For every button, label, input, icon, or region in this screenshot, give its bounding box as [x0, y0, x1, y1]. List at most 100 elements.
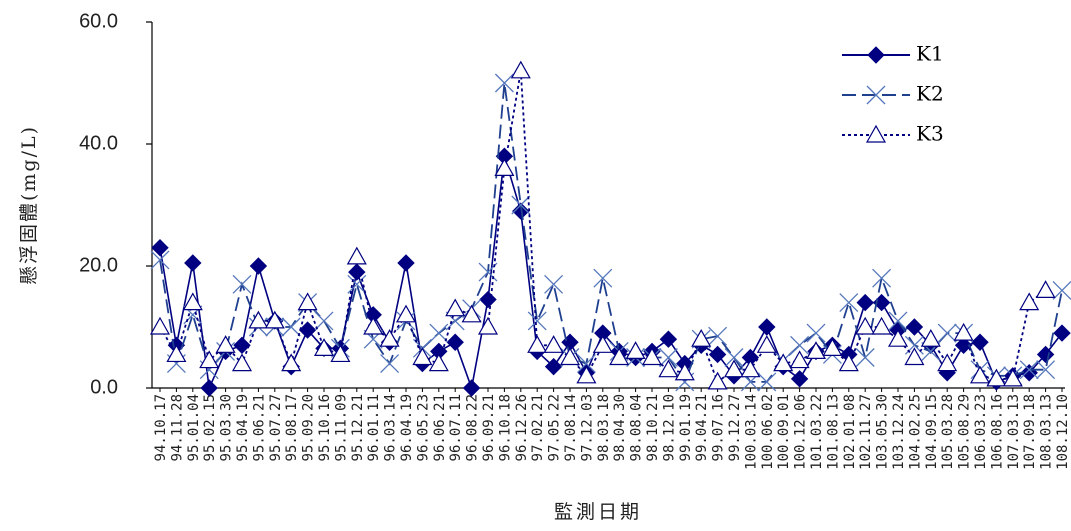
data-point-k3: [691, 328, 712, 347]
x-tick-label: 96.05.23: [415, 394, 431, 461]
data-point-k1: [1053, 324, 1071, 342]
data-point-k3: [658, 359, 679, 378]
y-tick-label: 60.0: [79, 10, 118, 32]
data-point-k3: [969, 365, 991, 384]
x-tick-label: 95.11.09: [333, 394, 349, 461]
data-point-k2: [314, 311, 334, 331]
x-tick-label: 99.01.19: [678, 394, 694, 461]
y-tick-label: 20.0: [79, 254, 118, 276]
x-tick-label: 99.12.27: [727, 394, 743, 461]
x-tick-label: 102.01.08: [842, 394, 858, 470]
data-point-k2: [1019, 360, 1039, 380]
data-point-k3: [379, 328, 400, 347]
x-tick-label: 95.10.16: [317, 394, 333, 461]
data-point-k3: [674, 362, 695, 381]
data-point-k1: [200, 379, 218, 397]
x-tick-label: 105.08.29: [957, 394, 973, 470]
x-tick-label: 96.01.11: [366, 394, 382, 461]
data-point-k1: [184, 254, 202, 272]
data-point-k2: [888, 311, 908, 331]
data-point-k1: [659, 330, 678, 348]
data-point-k3: [559, 347, 581, 366]
data-point-k3: [231, 353, 253, 372]
data-point-k3: [543, 335, 564, 353]
data-point-k2: [544, 274, 564, 294]
legend-item-k1: K1: [842, 42, 944, 66]
data-point-k1: [348, 263, 366, 281]
legend: K1 K2 K3: [842, 42, 944, 146]
data-point-k1: [971, 333, 989, 351]
y-axis-title: 懸浮固體(mg/L): [18, 125, 40, 285]
series-k3: [149, 60, 1056, 390]
x-tick-label: 101.03.22: [809, 394, 825, 470]
legend-item-k2: K2: [842, 82, 944, 106]
x-tick-label: 95.12.21: [350, 394, 366, 461]
data-point-k3: [641, 347, 663, 366]
x-tick-label: 94.11.28: [169, 394, 185, 461]
data-point-k3: [182, 292, 203, 311]
x-axis-title: 監測日期: [554, 501, 642, 523]
legend-label-k2: K2: [916, 82, 944, 106]
data-point-k3: [855, 316, 876, 335]
x-tick-label: 95.01.04: [186, 394, 202, 461]
x-tick-label: 107.09.18: [1022, 394, 1038, 470]
data-point-k2: [150, 250, 170, 270]
x-tick-label: 95.09.20: [301, 394, 317, 461]
data-point-k1: [905, 318, 924, 336]
data-point-k3: [527, 335, 548, 353]
data-point-k3: [953, 322, 974, 341]
data-point-k2: [839, 293, 859, 313]
x-tick-label: 96.09.21: [481, 394, 497, 461]
data-point-k3: [920, 328, 941, 347]
x-tick-label: 106.08.16: [989, 394, 1005, 470]
data-point-k2: [937, 323, 957, 343]
data-point-k1: [249, 257, 268, 275]
x-tick-label: 96.04.19: [399, 394, 415, 461]
x-ticks: 94.10.17 94.11.28 95.01.04 95.02.15 95.03.30…: [153, 388, 1071, 470]
data-point-k3: [1035, 280, 1056, 298]
plot-area: [149, 60, 1071, 397]
data-point-k3: [330, 344, 351, 363]
x-tick-label: 98.10.21: [645, 394, 661, 461]
data-point-k3: [461, 304, 482, 323]
data-point-k3: [904, 347, 925, 366]
data-point-k1: [298, 321, 317, 339]
data-point-k3: [740, 359, 761, 378]
data-point-k1: [233, 336, 251, 355]
x-tick-label: 95.03.30: [219, 394, 235, 461]
x-tick-label: 100.12.06: [793, 394, 809, 470]
data-point-k2: [1052, 280, 1071, 300]
data-point-k2: [855, 348, 875, 367]
x-tick-label: 95.04.19: [235, 394, 251, 461]
x-tick-label: 106.03.23: [973, 394, 989, 470]
x-tick-label: 98.12.10: [661, 394, 677, 461]
legend-marker-k3: [865, 124, 887, 143]
data-point-k3: [592, 335, 613, 353]
data-point-k1: [479, 290, 497, 309]
x-tick-label: 97.05.22: [547, 394, 563, 461]
data-point-k1: [954, 336, 973, 355]
x-tick-label: 105.03.28: [940, 394, 956, 470]
data-point-k3: [1002, 368, 1023, 387]
y-tick-label: 0.0: [90, 376, 118, 398]
series-line-k1: [159, 155, 1063, 392]
data-point-k2: [281, 317, 301, 337]
data-point-k3: [264, 310, 285, 329]
data-point-k1: [708, 345, 727, 364]
x-tick-label: 95.06.21: [251, 394, 267, 461]
data-point-k3: [805, 341, 827, 359]
data-point-k3: [707, 371, 728, 390]
data-point-k3: [625, 341, 646, 359]
data-point-k2: [806, 323, 826, 343]
data-point-k3: [412, 347, 433, 366]
data-point-k3: [363, 316, 384, 335]
data-point-k1: [151, 238, 169, 257]
data-point-k2: [872, 268, 892, 288]
data-point-k2: [429, 323, 449, 343]
x-tick-label: 96.12.26: [514, 394, 530, 461]
legend-item-k3: K3: [842, 122, 944, 146]
x-tick-label: 98.08.04: [629, 394, 645, 461]
x-tick-label: 108.12.10: [1055, 394, 1071, 470]
x-tick-label: 104.09.15: [924, 394, 940, 470]
